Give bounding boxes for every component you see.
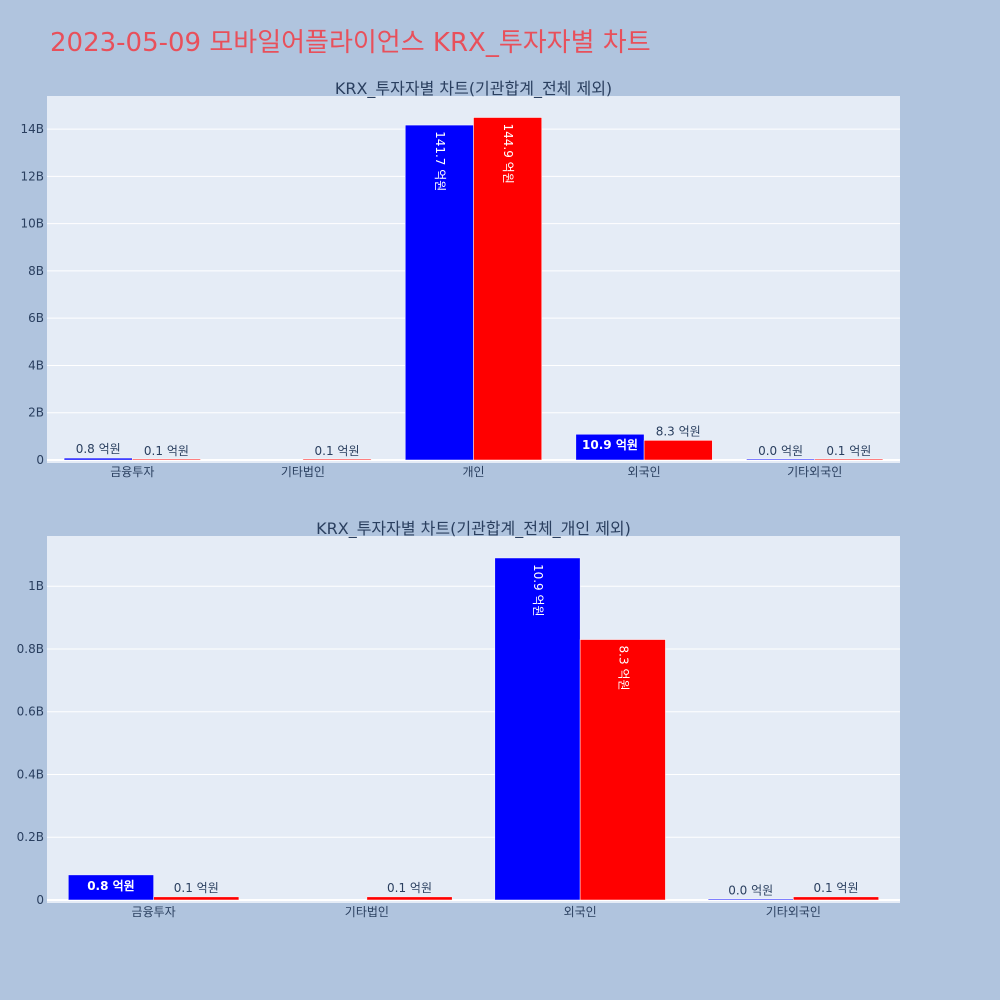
bar [153, 896, 240, 901]
x-tick-label: 기타외국인 [787, 465, 842, 479]
y-tick-label: 1B [28, 579, 44, 593]
x-tick-label: 개인 [462, 465, 484, 479]
bar [132, 458, 201, 461]
chart-all-investors: 0 2B 4B 6B 8B 10B 12B 14B KRX_투자자별 차트(기관합계_전체 제외… [20, 79, 900, 479]
y-tick-label: 0 [36, 453, 44, 467]
y-tick-label: 2B [28, 406, 44, 420]
bar [707, 898, 794, 901]
bar [302, 458, 372, 461]
bar [405, 124, 474, 461]
data-label: 141.7 억원 [433, 131, 447, 191]
bar [643, 440, 713, 461]
y-tick-label: 4B [28, 358, 44, 372]
chart-title: KRX_투자자별 차트(기관합계_전체 제외) [335, 79, 612, 99]
y-tick-label: 10B [20, 217, 44, 231]
y-tick-label: 0.6B [17, 705, 44, 719]
data-label: 10.9 억원 [531, 564, 545, 617]
y-tick-label: 12B [20, 169, 44, 183]
bar [793, 896, 879, 901]
data-label: 8.3 억원 [656, 424, 701, 438]
data-label: 8.3 억원 [616, 646, 630, 691]
bar [68, 874, 154, 901]
bar [814, 458, 884, 461]
data-label: 0.0 억원 [728, 883, 773, 897]
x-tick-label: 기타법인 [345, 905, 389, 919]
bar [494, 557, 581, 901]
bar [579, 639, 666, 901]
bar [473, 117, 542, 461]
data-label: 0.1 억원 [814, 881, 859, 895]
y-tick-label: 14B [20, 122, 44, 136]
data-label: 10.9 억원 [582, 438, 638, 452]
data-label: 0.8 억원 [87, 879, 135, 893]
y-tick-label: 0.8B [17, 642, 44, 656]
data-label: 144.9 억원 [501, 124, 515, 184]
bar [366, 896, 453, 901]
y-tick-label: 0.4B [17, 767, 44, 781]
x-tick-label: 금융투자 [132, 905, 176, 919]
chart-excluding-individuals: 0 0.2B 0.4B 0.6B 0.8B 1B KRX_투자자별 차트(기관합계_전체_개… [17, 519, 900, 919]
data-label: 0.1 억원 [144, 444, 189, 458]
y-tick-label: 6B [28, 311, 44, 325]
chart-title: KRX_투자자별 차트(기관합계_전체_개인 제외) [316, 519, 631, 539]
data-label: 0.0 억원 [758, 444, 803, 458]
y-tick-label: 0.2B [17, 830, 44, 844]
data-label: 0.8 억원 [76, 442, 121, 456]
x-tick-label: 금융투자 [110, 465, 154, 479]
data-label: 0.1 억원 [387, 881, 432, 895]
bar [746, 458, 815, 461]
y-tick-label: 8B [28, 264, 44, 278]
bar [575, 433, 645, 461]
data-label: 0.1 억원 [315, 444, 360, 458]
y-tick-label: 0 [36, 893, 44, 907]
page-title: 2023-05-09 모바일어플라이언스 KRX_투자자별 차트 [50, 28, 651, 58]
data-label: 0.1 억원 [174, 881, 219, 895]
x-tick-label: 기타외국인 [766, 905, 821, 919]
x-tick-label: 외국인 [564, 905, 597, 919]
plot-area [47, 536, 900, 903]
data-label: 0.1 억원 [826, 444, 871, 458]
x-tick-label: 기타법인 [281, 465, 325, 479]
x-tick-label: 외국인 [628, 465, 661, 479]
bar [63, 457, 133, 461]
